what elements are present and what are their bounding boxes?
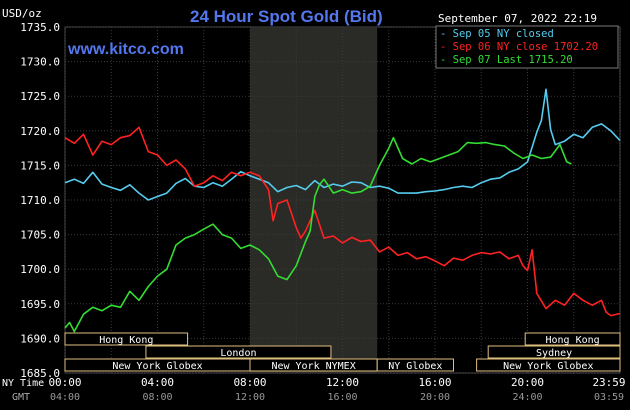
y-tick-label: 1735.0 (20, 21, 60, 34)
session-bar (476, 358, 621, 372)
series-line (64, 136, 572, 333)
legend-entry: - Sep 07 Last 1715.20 (440, 54, 573, 66)
x-tick-label-gmt: 08:00 (142, 392, 172, 403)
session-label: Hong Kong (99, 335, 153, 346)
series-line (64, 126, 621, 317)
x-tick-label-gmt: 16:00 (327, 392, 357, 403)
x-tick-label-ny: 08:00 (233, 376, 266, 389)
series-line (64, 88, 621, 201)
session-label: New York Globex (112, 361, 202, 372)
y-tick-label: 1685.0 (20, 367, 60, 380)
y-tick-label: 1730.0 (20, 56, 60, 69)
session-label: NY Globex (388, 361, 442, 372)
x-tick-label-ny: 00:00 (48, 376, 81, 389)
y-tick-label: 1715.0 (20, 159, 60, 172)
session-bar (524, 332, 621, 346)
session-label: Sydney (536, 348, 572, 359)
y-tick-label: 1710.0 (20, 194, 60, 207)
session-bar (487, 345, 621, 359)
session-label: London (220, 348, 256, 359)
legend-box (435, 25, 619, 69)
legend: - Sep 05 NY closed- Sep 06 NY close 1702… (435, 25, 619, 69)
x-tick-label-ny: 23:59 (592, 376, 625, 389)
market-session-bars: Hong Kong London New York Globex New York N… (64, 332, 621, 372)
legend-entry: - Sep 05 NY closed (440, 28, 554, 40)
x-tick-label-ny: 20:00 (511, 376, 544, 389)
y-tick-label: 1720.0 (20, 125, 60, 138)
x-axis: NY Time GMT 00:00 04:00 08:00 12:00 16:00 20:00… (2, 376, 626, 403)
y-tick-label: 1700.0 (20, 263, 60, 276)
x-tick-label-ny: 04:00 (141, 376, 174, 389)
x-tick-label-gmt: 24:00 (512, 392, 542, 403)
website-label: www.kitco.com (67, 41, 184, 58)
y-tick-label: 1705.0 (20, 229, 60, 242)
x-tick-label-gmt: 12:00 (235, 392, 265, 403)
x-tick-label-ny: 12:00 (326, 376, 359, 389)
session-label: Hong Kong (546, 335, 600, 346)
y-tick-label: 1690.0 (20, 332, 60, 345)
x-axis-gmt-label: GMT (12, 392, 30, 403)
x-axis-ny-label: NY Time (2, 378, 44, 389)
session-bar (145, 345, 332, 359)
chart-title: 24 Hour Spot Gold (Bid) (190, 7, 383, 26)
session-label: New York Globex (503, 361, 593, 372)
x-tick-label-gmt: 20:00 (420, 392, 450, 403)
timestamp: September 07, 2022 22:19 (438, 12, 597, 25)
y-tick-label: 1695.0 (20, 298, 60, 311)
session-bar (64, 332, 189, 346)
x-tick-label-gmt: 03:59 (594, 392, 624, 403)
session-bar (376, 358, 454, 372)
legend-entry: - Sep 06 NY close 1702.20 (440, 41, 598, 53)
y-axis: 1735.0 1730.0 1725.0 1720.0 1715.0 1710.0 1705… (20, 21, 60, 380)
session-label: New York NYMEX (271, 361, 355, 372)
y-tick-label: 1725.0 (20, 90, 60, 103)
unit-label: USD/oz (2, 7, 42, 20)
x-tick-label-ny: 16:00 (418, 376, 451, 389)
x-tick-label-gmt: 04:00 (50, 392, 80, 403)
price-series (64, 88, 621, 333)
